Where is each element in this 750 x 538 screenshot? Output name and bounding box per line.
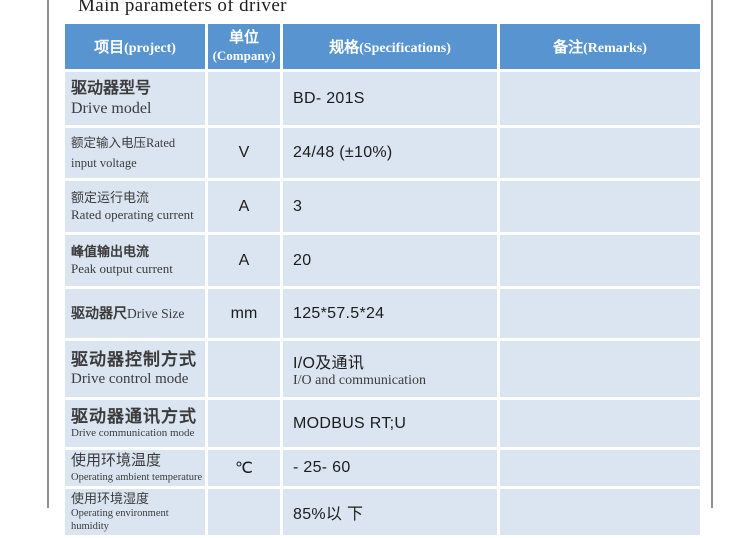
table-row: 驱动器尺Drive Size mm 125*57.5*24 [65, 289, 700, 338]
param-cell: 驱动器尺Drive Size [65, 289, 205, 338]
param-name-zh: 使用环境温度 [71, 452, 162, 469]
spec-value: I/O及通讯 [293, 355, 365, 372]
spec-value: - 25- 60 [293, 458, 351, 476]
spec-cell: 125*57.5*24 [283, 289, 497, 338]
param-name-zh: 使用环境湿度 [71, 490, 150, 506]
remark-cell [500, 72, 700, 125]
spec-cell: 24/48 (±10%) [283, 128, 497, 178]
param-name-en: Operating environment humidity [71, 508, 169, 533]
param-name-en: Rated operating current [71, 206, 194, 222]
remark-cell [500, 128, 700, 178]
spec-cell: BD- 201S [283, 72, 497, 125]
spec-cell: 85%以 下 [283, 488, 497, 536]
param-name-zh: 驱动器控制方式 [71, 350, 197, 369]
unit-cell: mm [208, 289, 280, 338]
spec-value: 20 [293, 251, 312, 269]
table-row: 额定输入电压Rated input voltage V 24/48 (±10%) [65, 128, 700, 178]
remark-cell [500, 400, 700, 447]
table-header-row: 项目(project) 单位 (Company) 规格(Specifications)… [65, 24, 700, 69]
table-header: 项目(project) 单位 (Company) 规格(Specifications)… [65, 24, 700, 69]
driver-parameters-table: 项目(project) 单位 (Company) 规格(Specifications)… [62, 21, 703, 538]
param-cell: 额定运行电流 Rated operating current [65, 181, 205, 232]
column-header: 单位 (Company) [208, 24, 280, 69]
column-header: 规格(Specifications) [283, 24, 497, 69]
column-header: 项目(project) [65, 24, 205, 69]
param-cell: 额定输入电压Rated input voltage [65, 128, 205, 178]
column-header-zh: 备注 [553, 39, 584, 56]
param-cell: 使用环境温度 Operating ambient temperature [65, 450, 205, 486]
spec-cell: 20 [283, 235, 497, 286]
table-row: 驱动器通讯方式 Drive communication mode MODBUS RT… [65, 400, 700, 447]
table-row: 额定运行电流 Rated operating current A 3 [65, 181, 700, 232]
param-name-en: Drive model [71, 99, 152, 117]
param-name-zh: 额定运行电流 [71, 190, 150, 206]
param-cell: 驱动器通讯方式 Drive communication mode [65, 400, 205, 447]
spec-value: 125*57.5*24 [293, 304, 385, 322]
remark-cell [500, 235, 700, 286]
table-row: 使用环境温度 Operating ambient temperature ℃ - 25… [65, 450, 700, 486]
spec-value: 24/48 (±10%) [293, 144, 393, 161]
param-name-en: Rated input voltage [71, 136, 176, 170]
page-border-left-line [47, 0, 49, 508]
spec-cell: I/O及通讯 I/O and communication [283, 341, 497, 397]
param-name-zh: 驱动器尺 [71, 304, 127, 321]
unit-cell: A [208, 235, 280, 286]
param-name-zh: 额定输入电压 [71, 136, 147, 150]
table-row: 使用环境湿度 Operating environment humidity 85%以… [65, 488, 700, 536]
param-cell: 驱动器控制方式 Drive control mode [65, 341, 205, 397]
param-name-en: Operating ambient temperature [71, 471, 203, 483]
column-header-zh: 单位 [228, 29, 259, 46]
remark-cell [500, 181, 700, 232]
param-name-zh: 驱动器型号 [71, 79, 152, 97]
remark-cell [500, 341, 700, 397]
column-header-en: (Remarks) [583, 41, 647, 56]
param-name-en: Drive communication mode [71, 427, 195, 440]
unit-cell [208, 488, 280, 536]
param-cell: 峰值输出电流 Peak output current [65, 235, 205, 286]
param-name-en: Peak output current [71, 260, 173, 276]
spec-value: BD- 201S [293, 89, 365, 107]
column-header-zh: 项目 [94, 39, 125, 56]
unit-cell: V [208, 128, 280, 178]
product-page: { "title": "Main parameters of driver", … [47, 0, 713, 536]
remark-cell [500, 289, 700, 338]
unit-cell [208, 72, 280, 125]
page-border-right-line [711, 0, 713, 508]
param-name-en: Drive control mode [71, 371, 189, 388]
unit-cell [208, 341, 280, 397]
param-cell: 使用环境湿度 Operating environment humidity [65, 488, 205, 536]
column-header: 备注(Remarks) [500, 24, 700, 69]
spec-value: 3 [293, 197, 303, 215]
column-header-en: (Specifications) [359, 41, 451, 56]
column-header-zh: 规格 [329, 39, 360, 56]
unit-cell [208, 400, 280, 447]
param-name-zh: 驱动器通讯方式 [71, 407, 197, 426]
spec-cell: - 25- 60 [283, 450, 497, 486]
table-row: 驱动器型号 Drive model BD- 201S [65, 72, 700, 125]
table-row: 驱动器控制方式 Drive control mode I/O及通讯 I/O and c… [65, 341, 700, 397]
column-header-en: (project) [124, 41, 176, 56]
param-name-zh: 峰值输出电流 [71, 244, 150, 260]
spec-value: MODBUS RT;U [293, 414, 407, 432]
page-title: Main parameters of driver [78, 0, 287, 16]
remark-cell [500, 488, 700, 536]
spec-value-sub: I/O and communication [293, 373, 426, 388]
table-row: 峰值输出电流 Peak output current A 20 [65, 235, 700, 286]
param-name-en: Drive Size [127, 305, 185, 321]
unit-cell: A [208, 181, 280, 232]
table-body: 驱动器型号 Drive model BD- 201S 额定输入电压Rated inpu… [65, 72, 700, 536]
unit-cell: ℃ [208, 450, 280, 486]
spec-cell: 3 [283, 181, 497, 232]
param-cell: 驱动器型号 Drive model [65, 72, 205, 125]
column-header-en: (Company) [212, 47, 276, 63]
spec-value: 85%以 下 [293, 506, 364, 524]
remark-cell [500, 450, 700, 486]
spec-cell: MODBUS RT;U [283, 400, 497, 447]
